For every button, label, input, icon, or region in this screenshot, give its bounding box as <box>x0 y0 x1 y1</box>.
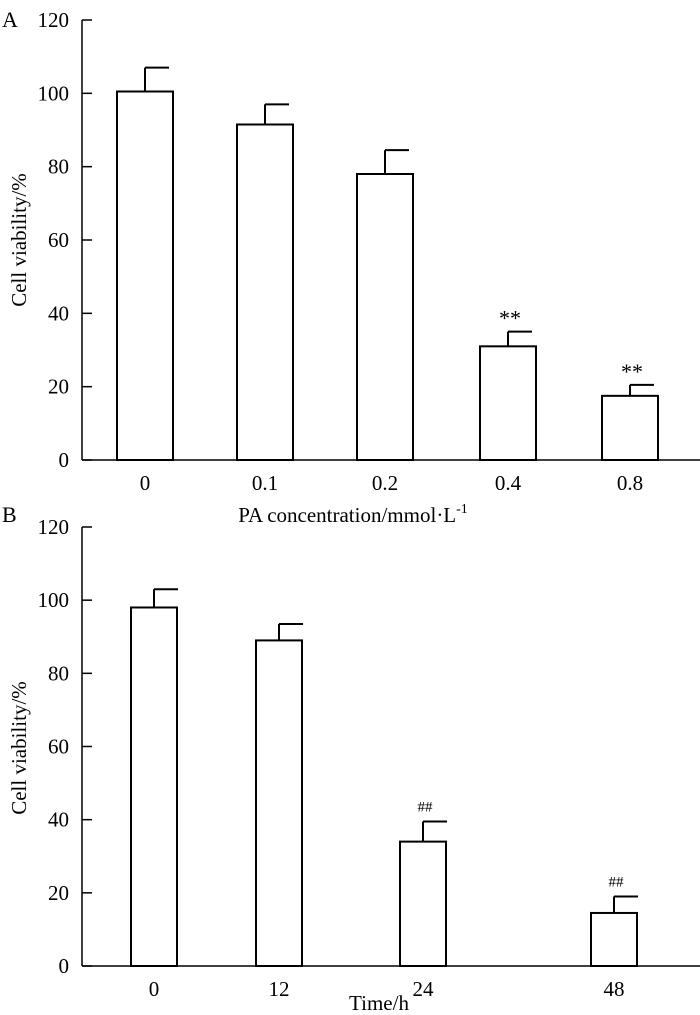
panel-b-bar-12 <box>255 639 303 967</box>
panel-b-y-axis-title: Cell viability/% <box>7 681 31 815</box>
panel-a-significance-0-8: ** <box>621 359 643 384</box>
panel-b-bar-0 <box>130 606 178 967</box>
panel-a-y-tick-label: 80 <box>48 155 69 179</box>
panel-a-label: A <box>2 7 18 32</box>
panel-a-x-tick-label: 0.1 <box>252 471 278 495</box>
panel-b-x-tick-label: 48 <box>604 977 625 1001</box>
panel-b-x-axis-title-main: Time/h <box>349 991 409 1015</box>
panel-b-x-tick-label: 0 <box>149 977 160 1001</box>
panel-a-x-tick-label: 0 <box>140 471 151 495</box>
panel-a-x-tick-label: 0.2 <box>372 471 398 495</box>
panel-a-y-tick-label: 40 <box>48 301 69 325</box>
panel-a-x-axis-title: PA concentration/mmol·L-1 <box>238 502 468 527</box>
panel-b-y-tick-label: 120 <box>38 515 70 539</box>
panel-a-x-tick-label: 0.8 <box>617 471 643 495</box>
panel-a-bar-0-2 <box>356 173 414 461</box>
panel-a-x-axis-title-main: PA concentration/mmol·L <box>238 503 456 527</box>
panel-a-y-tick-label: 0 <box>59 448 70 472</box>
panel-b-bar-48 <box>590 911 638 967</box>
panel-a-bar-0-1 <box>236 123 294 461</box>
panel-b-x-axis-title: Time/h <box>349 991 409 1015</box>
panel-b-y-tick-label: 0 <box>59 954 70 978</box>
panel-b-y-tick-label: 60 <box>48 735 69 759</box>
panel-b-x-tick-label: 24 <box>413 977 435 1001</box>
panel-a-bar-0 <box>116 90 174 461</box>
panel-a-y-tick-label: 120 <box>38 8 70 32</box>
panel-a-y-tick-label: 20 <box>48 375 69 399</box>
panel-b-significance-48: ## <box>609 874 625 890</box>
panel-a: A Cell viability/% PA concentration/mmol… <box>2 7 700 527</box>
panel-a-x-axis-title-superscript: -1 <box>456 502 468 517</box>
panel-b-y-tick-label: 80 <box>48 661 69 685</box>
panel-a-bar-0-4 <box>479 345 537 462</box>
panel-b-significance-24: ## <box>418 799 434 815</box>
panel-a-x-tick-label: 0.4 <box>495 471 522 495</box>
panel-b-y-tick-label: 20 <box>48 881 69 905</box>
panel-b-y-tick-label: 100 <box>38 588 70 612</box>
panel-b-y-tick-label: 40 <box>48 808 69 832</box>
panel-b-label: B <box>2 502 17 527</box>
panel-a-significance-0-4: ** <box>499 306 521 331</box>
panel-a-y-tick-label: 60 <box>48 228 69 252</box>
panel-b-bar-24 <box>399 840 447 967</box>
panel-b: B Cell viability/% Time/h 0 20 40 60 80 100 12… <box>2 502 700 1015</box>
panel-a-bar-0-8 <box>601 394 659 462</box>
panel-a-y-tick-label: 100 <box>38 81 70 105</box>
panel-b-x-tick-label: 12 <box>269 977 290 1001</box>
panel-a-y-axis-title: Cell viability/% <box>7 173 31 307</box>
